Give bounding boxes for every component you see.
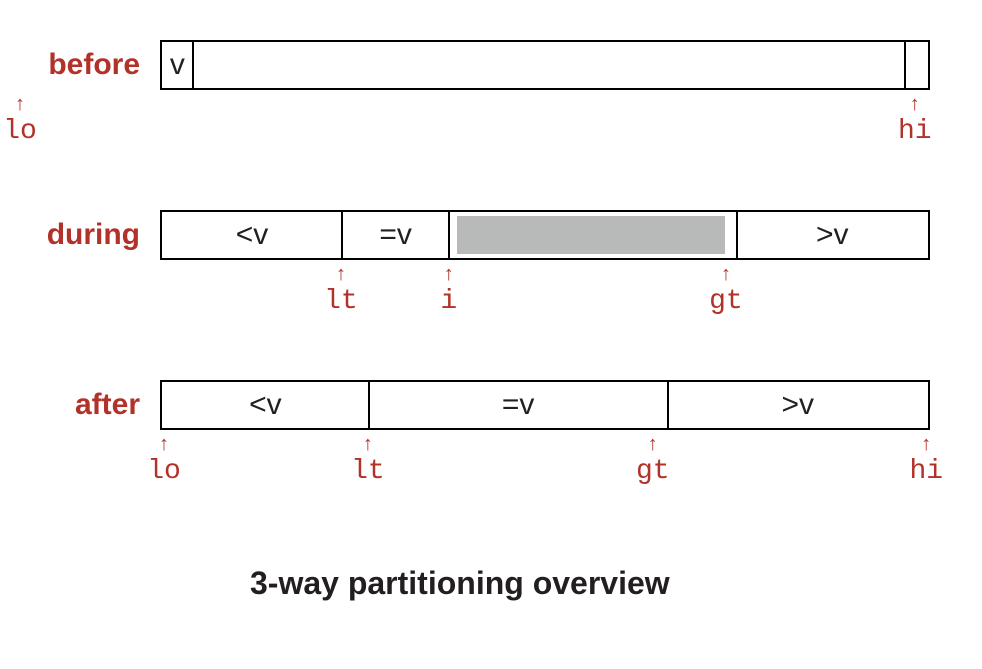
stage-label-during: during <box>0 218 140 252</box>
seg-after-lt: <v <box>162 382 369 428</box>
divider <box>192 42 194 88</box>
bar-before: v <box>160 40 930 90</box>
seg-after-eq: =v <box>369 382 668 428</box>
divider <box>341 212 343 258</box>
arrow-up-icon: ↑ <box>159 434 169 454</box>
pointer-after-gt: ↑ gt <box>633 434 673 486</box>
pointer-during-i: ↑ i <box>429 264 469 316</box>
seg-during-unknown <box>457 216 725 254</box>
pointer-label: lt <box>324 288 358 316</box>
seg-text: =v <box>502 388 535 422</box>
pointer-label: gt <box>636 458 670 486</box>
pointer-label: hi <box>898 118 932 146</box>
pointer-after-lt: ↑ lt <box>348 434 388 486</box>
arrow-up-icon: ↑ <box>648 434 658 454</box>
seg-during-eq: =v <box>342 212 449 258</box>
divider <box>904 42 906 88</box>
pointer-after-lo: ↑ lo <box>144 434 184 486</box>
stage-label-after: after <box>0 388 140 422</box>
arrow-up-icon: ↑ <box>721 264 731 284</box>
arrow-up-icon: ↑ <box>910 94 920 114</box>
pointer-label: lo <box>3 118 37 146</box>
pointer-label: gt <box>709 288 743 316</box>
pointer-during-lt: ↑ lt <box>321 264 361 316</box>
arrow-up-icon: ↑ <box>336 264 346 284</box>
arrow-up-icon: ↑ <box>444 264 454 284</box>
bar-after: <v =v >v <box>160 380 930 430</box>
pointer-before-lo: ↑ lo <box>0 94 40 146</box>
seg-before-v: v <box>162 42 193 88</box>
pointer-label: lo <box>147 458 181 486</box>
seg-during-gt: >v <box>737 212 929 258</box>
bar-during: <v =v >v <box>160 210 930 260</box>
pointer-after-hi: ↑ hi <box>906 434 946 486</box>
seg-after-gt: >v <box>668 382 928 428</box>
figure-caption: 3-way partitioning overview <box>250 565 670 602</box>
seg-text: >v <box>816 218 849 252</box>
divider <box>368 382 370 428</box>
pointer-label: lt <box>351 458 385 486</box>
pointer-label: i <box>440 288 457 316</box>
pointer-before-hi: ↑ hi <box>895 94 935 146</box>
arrow-up-icon: ↑ <box>363 434 373 454</box>
divider <box>736 212 738 258</box>
arrow-up-icon: ↑ <box>15 94 25 114</box>
seg-text: <v <box>249 388 282 422</box>
seg-text: >v <box>782 388 815 422</box>
seg-text: <v <box>236 218 269 252</box>
pointer-during-gt: ↑ gt <box>706 264 746 316</box>
divider <box>667 382 669 428</box>
seg-during-lt: <v <box>162 212 342 258</box>
seg-text: v <box>170 48 185 82</box>
seg-text: =v <box>379 218 412 252</box>
stage-label-before: before <box>0 48 140 82</box>
pointer-label: hi <box>909 458 943 486</box>
divider <box>448 212 450 258</box>
arrow-up-icon: ↑ <box>921 434 931 454</box>
